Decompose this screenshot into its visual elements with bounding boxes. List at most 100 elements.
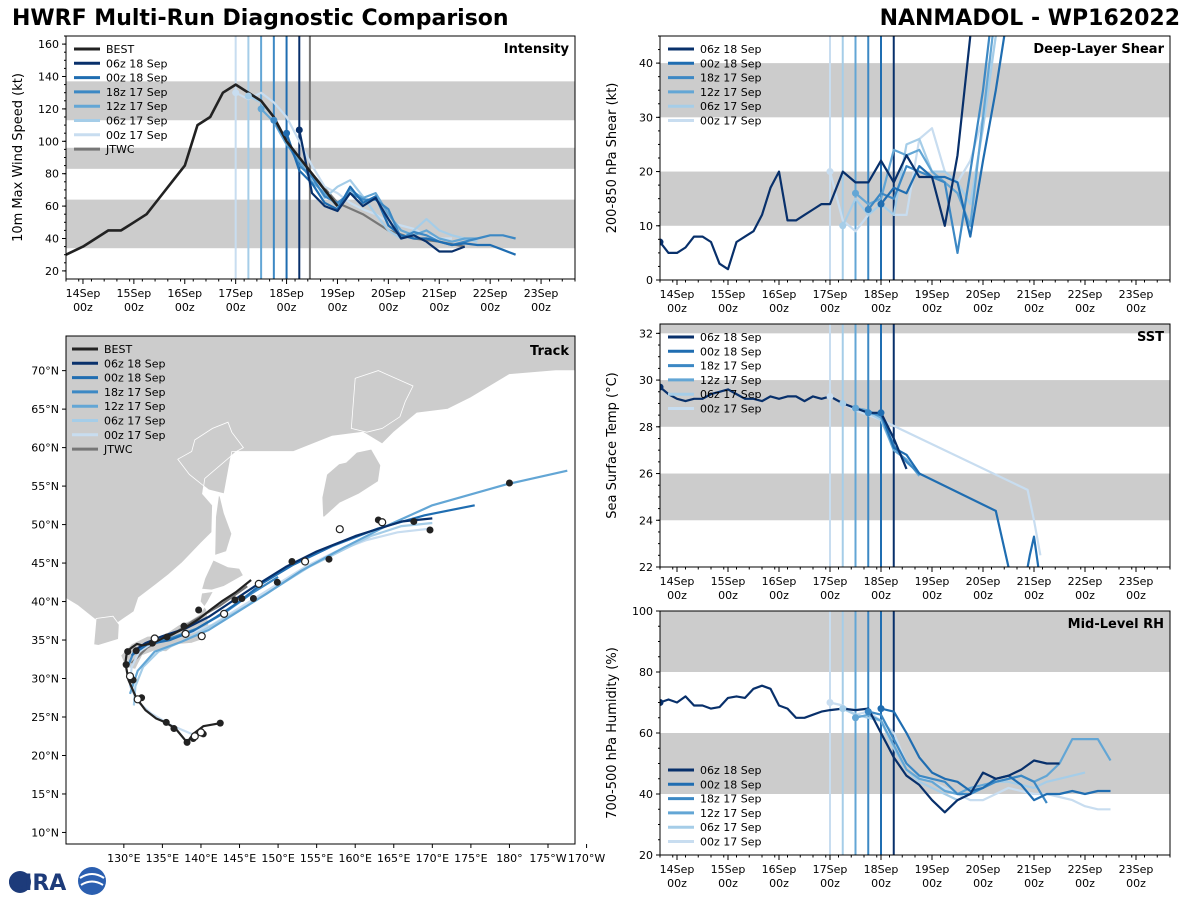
track-lat-label: 45°N [31,557,59,570]
intensity-xtick-label: 14Sep [66,287,101,300]
sst-plot-area [660,324,1170,567]
sst-ytick-label: 22 [639,561,653,574]
intensity-xtick-label: 00z [429,301,449,314]
shear-xtick-label: 16Sep [762,288,797,301]
shear-xtick-label: 00z [769,302,789,315]
intensity-xtick-label: 00z [480,301,500,314]
sst-xtick-label: 16Sep [762,575,797,588]
track-lat-label: 30°N [31,673,59,686]
intensity-band-2 [66,81,575,121]
rh-xtick-label: 00z [820,877,840,890]
intensity-init-marker [257,105,265,113]
intensity-legend-label: JTWC [105,143,135,156]
shear-legend-label: 00z 17 Sep [700,115,762,128]
shear-xtick-label: 17Sep [813,288,848,301]
panel-shear: 01020304014Sep00z15Sep00z16Sep00z17Sep00… [605,35,1171,315]
shear-legend-label: 06z 17 Sep [700,100,762,113]
forecast-position-marker [335,525,344,534]
forecast-position-marker [150,634,159,643]
track-lon-label: 145°E [223,852,256,865]
intensity-xtick-label: 21Sep [422,287,457,300]
intensity-legend-label: 00z 17 Sep [106,129,168,142]
forecast-position-marker [219,609,229,618]
shear-ytick-label: 20 [639,166,653,179]
sst-band-2 [660,324,1170,334]
forecast-position-marker [125,672,135,681]
sst-ytick-label: 24 [639,514,653,527]
sst-xtick-label: 23Sep [1119,575,1154,588]
rh-plot-area [660,611,1170,855]
intensity-xtick-label: 00z [124,301,144,314]
track-lat-label: 35°N [31,634,59,647]
intensity-xtick-label: 00z [378,301,398,314]
rh-init-marker [877,705,885,713]
track-legend-label: BEST [104,343,132,356]
sst-xtick-label: 14Sep [660,575,695,588]
best-track-marker [124,648,132,656]
track-lat-label: 65°N [31,403,59,416]
intensity-ytick-label: 140 [38,71,59,84]
rh-ytick-label: 60 [639,727,653,740]
track-lon-label: 160°E [338,852,371,865]
track-12z-17-sep [128,469,568,695]
track-panel-title: Track [530,344,569,359]
best-track-marker [180,622,188,630]
sst-xtick-label: 00z [820,589,840,602]
shear-init-marker [864,206,872,214]
shear-series-18z-17-sep [867,36,991,254]
track-lon-label: 135°E [146,852,179,865]
intensity-xtick-label: 22Sep [473,287,508,300]
sst-band-0 [660,473,1170,521]
best-track-marker [426,526,434,534]
forecast-position-marker [378,518,387,527]
best-track-marker [122,661,130,669]
sst-legend-label: 00z 18 Sep [700,345,762,358]
rh-xtick-label: 23Sep [1119,863,1154,876]
sst-xtick-label: 00z [871,589,891,602]
rh-xtick-label: 19Sep [915,863,950,876]
sst-init-marker [660,383,664,391]
best-track-marker [238,594,246,602]
track-lon-label: 130°E [107,852,140,865]
rh-ylabel: 700-500 hPa Humidity (%) [605,647,620,819]
panel-intensity: 2040608010012014016014Sep00z15Sep00z16Se… [11,35,576,314]
rh-legend-label: 06z 17 Sep [700,821,762,834]
sst-init-marker [852,404,859,412]
track-legend-label: 06z 17 Sep [104,415,166,428]
shear-init-marker [660,238,664,246]
rh-xtick-label: 00z [1075,877,1095,890]
intensity-legend-label: 00z 18 Sep [106,72,168,85]
sst-init-marker [864,409,872,417]
track-lat-label: 15°N [31,788,59,801]
rh-xtick-label: 20Sep [966,863,1001,876]
sst-legend-label: 06z 17 Sep [700,388,762,401]
sst-xtick-label: 00z [667,589,687,602]
rh-xtick-label: 00z [871,877,891,890]
rh-init-marker [660,699,664,706]
panel-sst: 22242628303214Sep00z15Sep00z16Sep00z17Se… [605,323,1171,602]
shear-band-1 [660,63,1170,118]
shear-panel-title: Deep-Layer Shear [1033,42,1164,57]
rh-legend-label: 18z 17 Sep [700,793,762,806]
intensity-xtick-label: 00z [531,301,551,314]
rh-ytick-label: 80 [639,666,653,679]
intensity-init-marker [295,126,303,134]
rh-series-12z-17-sep [855,713,1112,796]
intensity-series-00z-18-sep [285,132,516,256]
rh-ytick-label: 20 [639,849,653,862]
shear-xtick-label: 00z [1126,302,1146,315]
intensity-init-marker [232,89,240,97]
sst-legend-label: 18z 17 Sep [700,360,762,373]
rh-xtick-label: 21Sep [1017,863,1052,876]
storm-id-title: NANMADOL - WP162022 [879,6,1180,31]
forecast-position-marker [190,732,199,741]
intensity-init-marker [270,116,278,124]
shear-xtick-label: 14Sep [660,288,695,301]
intensity-xtick-label: 00z [175,301,195,314]
intensity-ytick-label: 20 [45,265,59,278]
intensity-legend-label: 12z 17 Sep [106,100,168,113]
shear-xtick-label: 00z [973,302,993,315]
rh-xtick-label: 00z [1126,877,1146,890]
